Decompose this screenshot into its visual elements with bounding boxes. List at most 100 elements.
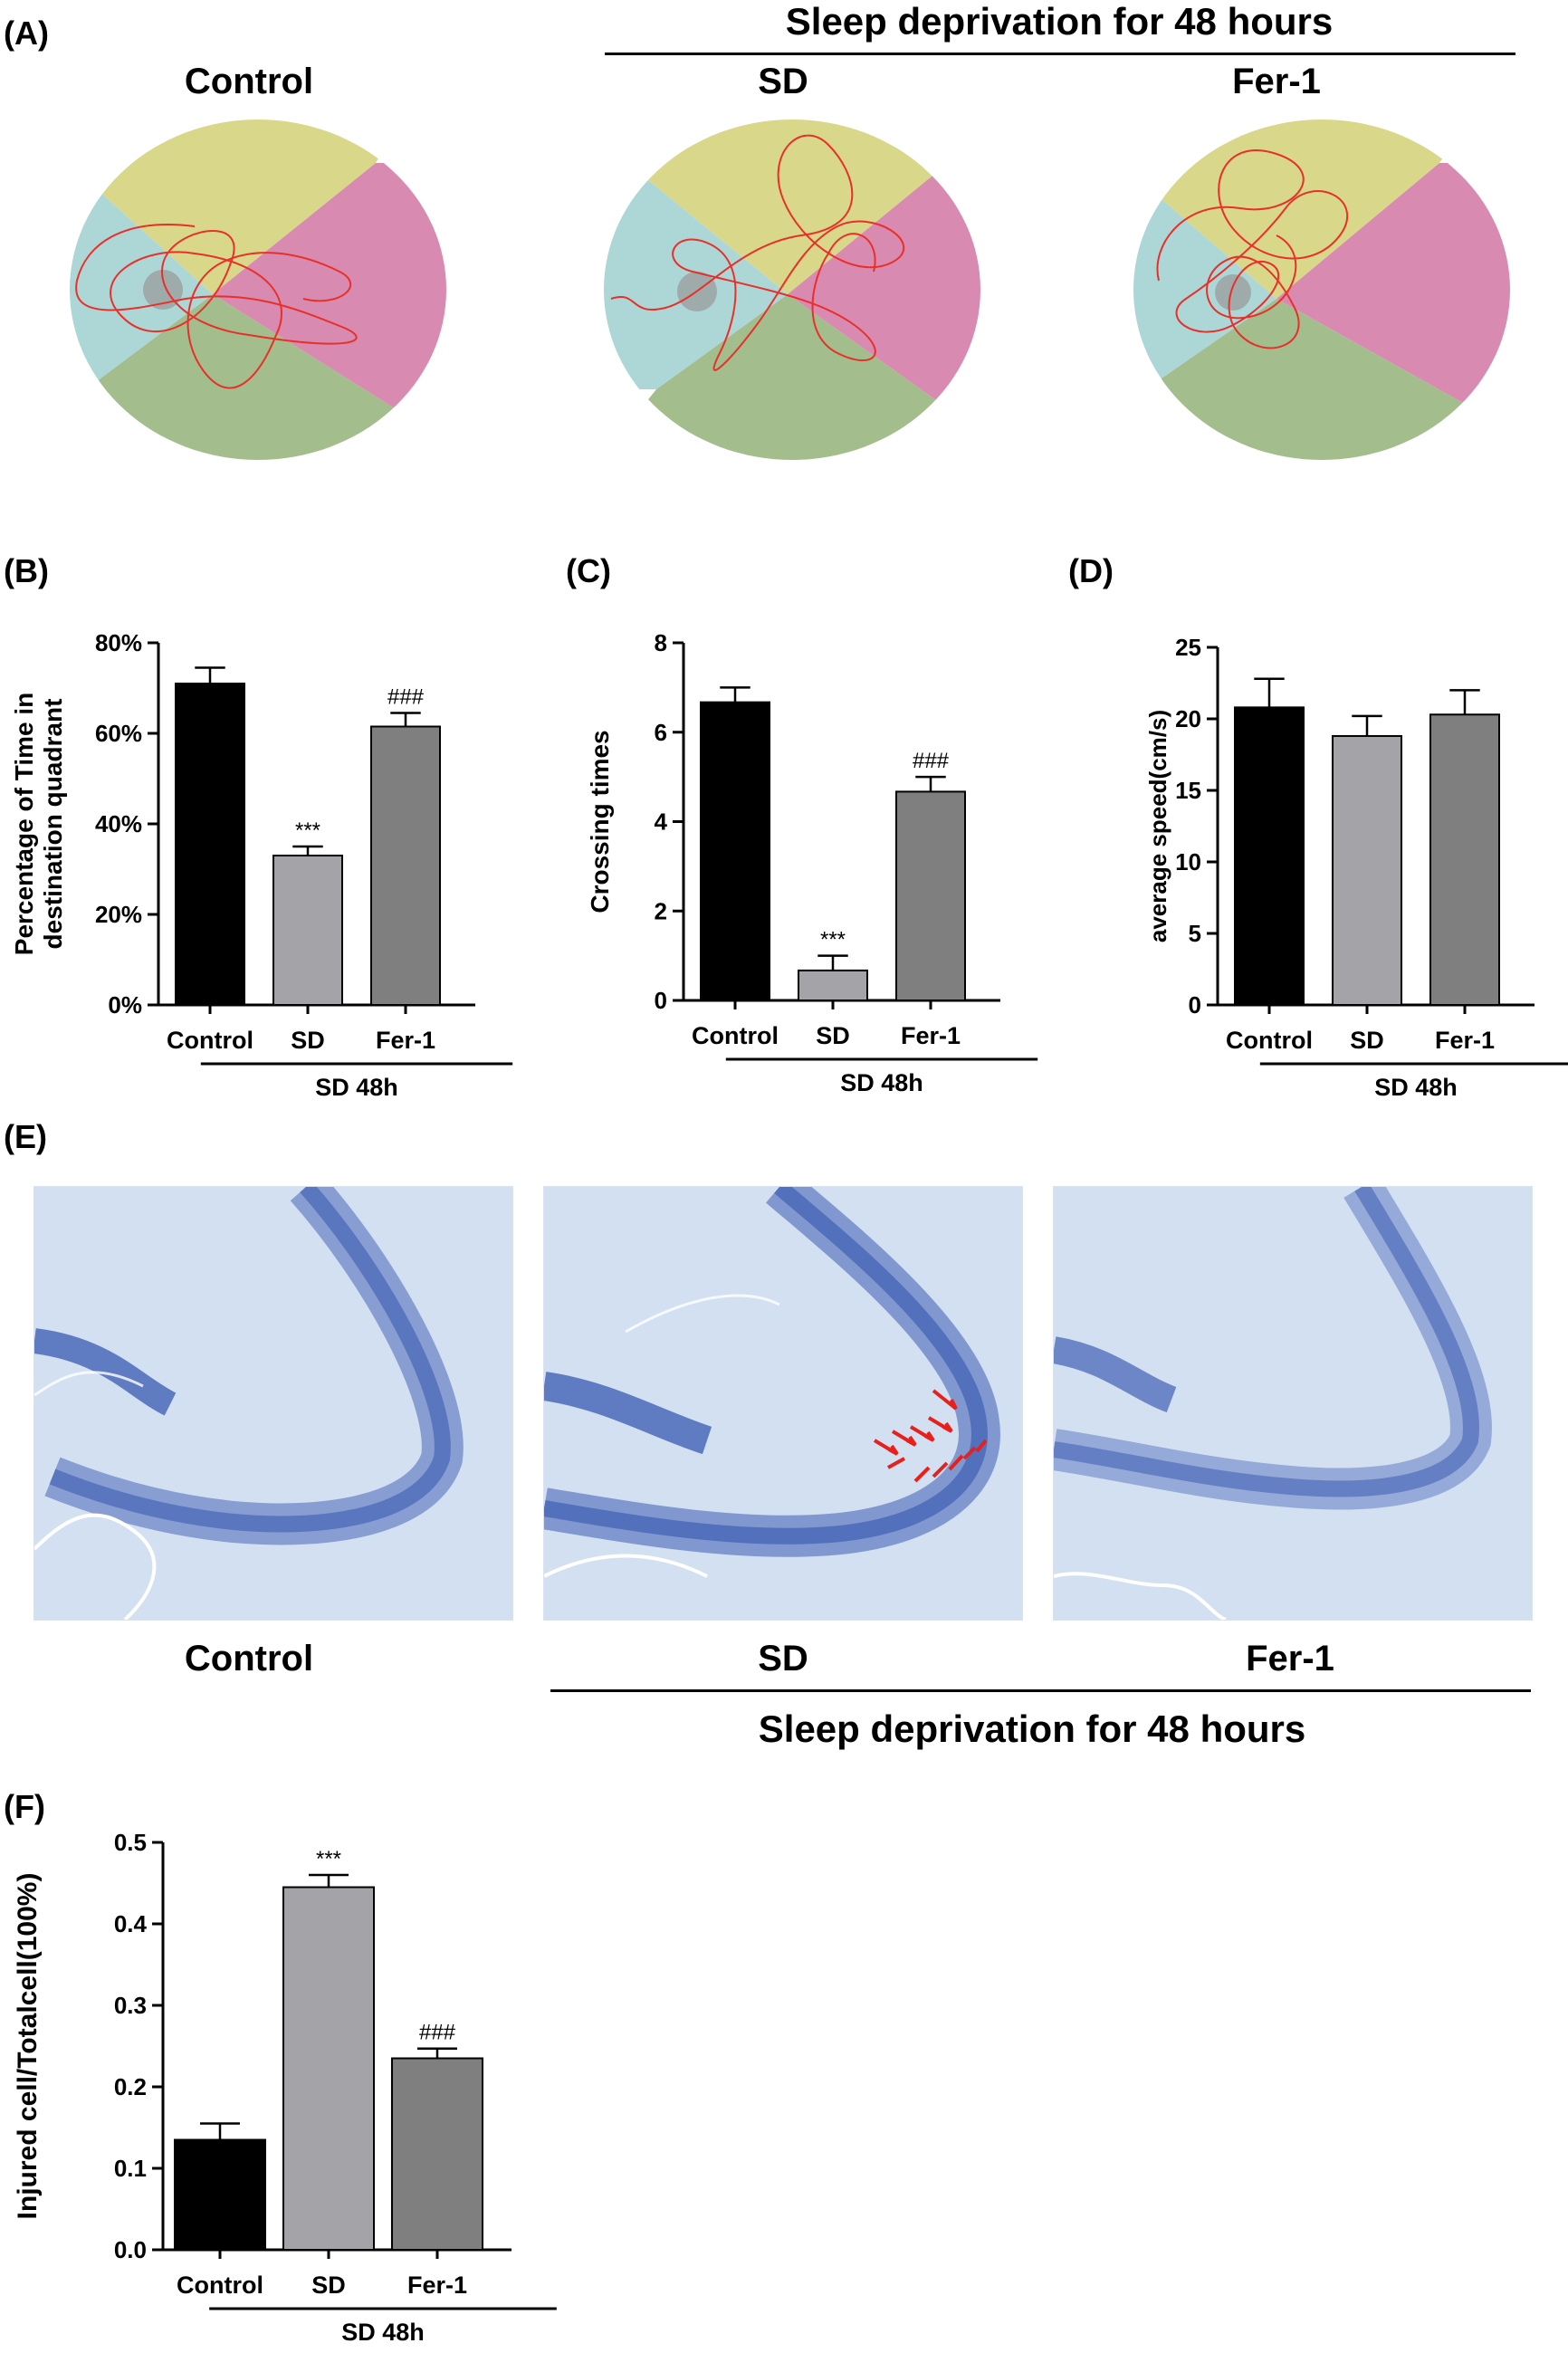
bar xyxy=(370,725,441,1006)
y-axis-label: Crossing times xyxy=(586,730,614,913)
y-tick-label: 0.0 xyxy=(114,2236,147,2263)
significance-label: *** xyxy=(295,818,320,843)
chart-f: 0.0 0.1 0.2 0.3 0.4 0.5 Control *** SD ### Fer-1 SD… xyxy=(13,1829,557,2346)
bar xyxy=(272,855,343,1006)
quadrant-right xyxy=(213,163,446,416)
y-tick-label: 2 xyxy=(655,897,667,924)
y-tick-label: 60% xyxy=(95,720,142,747)
y-tick-label: 20 xyxy=(1175,705,1201,732)
injury-arrow xyxy=(962,1446,977,1460)
y-tick-label: 80% xyxy=(95,629,142,656)
x-tick-label: Control xyxy=(1226,1027,1313,1054)
panel-a-title-fer1: Fer-1 xyxy=(1232,62,1321,101)
y-tick-label: 25 xyxy=(1175,634,1201,661)
swim-path xyxy=(610,134,905,371)
quadrant-top xyxy=(638,120,946,294)
injury-arrow xyxy=(887,1457,905,1469)
quadrant-top xyxy=(1141,120,1485,299)
x-tick-label: Fer-1 xyxy=(407,2272,467,2299)
significance-label: ### xyxy=(913,749,950,773)
injury-arrow xyxy=(975,1439,988,1453)
x-tick-label: Control xyxy=(177,2272,263,2299)
bar xyxy=(175,683,245,1006)
panel-a-title-control: Control xyxy=(184,62,314,101)
panel-e-label-control: Control xyxy=(184,1639,314,1679)
y-tick-label: 0% xyxy=(108,991,142,1019)
x-tick-label: Control xyxy=(692,1022,779,1049)
y-axis-label: Percentage of Time indestination quadran… xyxy=(10,693,67,955)
panel-a-header: Sleep deprivation for 48 hours xyxy=(785,0,1334,43)
y-tick-label: 0.2 xyxy=(114,2073,147,2100)
x-tick-label: SD xyxy=(311,2272,346,2299)
panel-a-title-sd: SD xyxy=(758,62,808,101)
bar xyxy=(1429,713,1500,1006)
y-tick-label: 6 xyxy=(655,719,667,746)
quadrant-left xyxy=(1133,181,1276,380)
injury-arrow xyxy=(932,1461,949,1478)
bar xyxy=(798,969,868,1002)
injury-arrow xyxy=(891,1430,917,1447)
quadrant-right xyxy=(788,172,980,407)
bar xyxy=(391,2057,483,2251)
x-tick-label: SD xyxy=(291,1027,325,1054)
injury-arrow xyxy=(909,1425,935,1442)
y-axis-label: average speed(cm/s) xyxy=(1144,710,1171,942)
bar xyxy=(174,2138,266,2251)
injury-arrow xyxy=(948,1454,964,1471)
y-tick-label: 0.1 xyxy=(114,2155,147,2182)
panel-label-a: (A) xyxy=(4,14,49,52)
bar xyxy=(700,701,770,1001)
histology-control xyxy=(33,1186,513,1621)
maze-fer1 xyxy=(1133,120,1510,460)
group-label: SD 48h xyxy=(341,2319,425,2346)
panel-label-d: (D) xyxy=(1068,552,1114,589)
significance-label: *** xyxy=(316,1847,341,1871)
maze-sd xyxy=(604,120,980,460)
y-tick-label: 10 xyxy=(1175,848,1201,875)
quadrant-right xyxy=(1276,163,1510,407)
x-tick-label: SD xyxy=(816,1022,850,1049)
chart-c: 0 2 4 6 8 Control *** SD ### Fer-1 SD 48h Crossing … xyxy=(586,629,1038,1096)
significance-label: ### xyxy=(419,2021,456,2045)
chart-b: 0% 20% 40% 60% 80% Control *** SD ### Fer-1 SD 48h… xyxy=(10,629,513,1101)
group-label: SD 48h xyxy=(1374,1074,1458,1101)
significance-label: ### xyxy=(387,685,425,710)
injury-arrow xyxy=(913,1466,931,1483)
panel-label-b: (B) xyxy=(4,552,49,589)
x-tick-label: SD xyxy=(1350,1027,1384,1054)
y-tick-label: 40% xyxy=(95,810,142,837)
bar xyxy=(1234,706,1305,1007)
group-label: SD 48h xyxy=(315,1074,398,1101)
platform xyxy=(1215,274,1251,311)
injury-arrow xyxy=(927,1416,953,1433)
y-axis-label: Injured cell/Totalcell(100%) xyxy=(13,1873,43,2220)
swim-path xyxy=(75,224,358,389)
quadrant-left xyxy=(70,163,213,389)
histology-sd xyxy=(543,1186,1023,1621)
y-tick-label: 0.4 xyxy=(114,1910,148,1937)
y-tick-label: 0.5 xyxy=(114,1829,147,1856)
y-tick-label: 15 xyxy=(1175,777,1201,804)
y-tick-label: 0 xyxy=(1189,991,1201,1019)
maze-control xyxy=(70,120,446,460)
y-tick-label: 0 xyxy=(655,987,667,1014)
x-tick-label: Fer-1 xyxy=(901,1022,961,1049)
x-tick-label: Fer-1 xyxy=(1435,1027,1495,1054)
quadrant-top xyxy=(70,120,412,294)
panel-e-label-sd: SD xyxy=(758,1639,808,1679)
y-tick-label: 5 xyxy=(1189,920,1201,947)
y-tick-label: 8 xyxy=(655,629,667,656)
panel-label-c: (C) xyxy=(566,552,611,589)
panel-e-header: Sleep deprivation for 48 hours xyxy=(758,1707,1306,1750)
panel-e-label-fer1: Fer-1 xyxy=(1246,1639,1334,1679)
panel-e-header-rule xyxy=(550,1689,1531,1692)
y-tick-label: 20% xyxy=(95,901,142,928)
injury-arrow xyxy=(873,1439,899,1456)
panel-a-header-rule xyxy=(605,53,1515,55)
x-tick-label: Fer-1 xyxy=(376,1027,435,1054)
panel-label-e: (E) xyxy=(4,1118,47,1155)
bar xyxy=(895,790,966,1001)
significance-label: *** xyxy=(820,928,846,952)
chart-d: 0 5 10 15 20 25 Control SD Fer-1 SD 48h average sp… xyxy=(1144,634,1568,1101)
group-label: SD 48h xyxy=(840,1069,923,1096)
